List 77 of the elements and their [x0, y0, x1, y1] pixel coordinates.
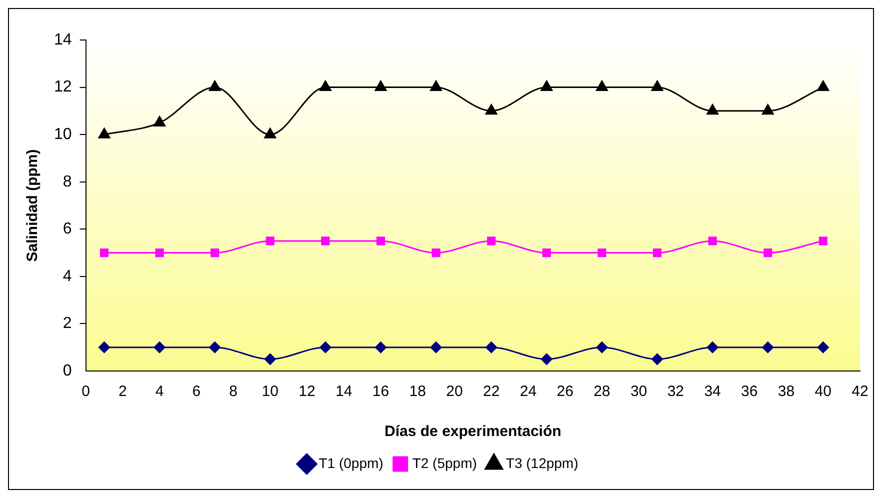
point [706, 342, 718, 354]
y-tick-label: 4 [62, 268, 72, 285]
point [486, 342, 498, 354]
point [155, 248, 164, 258]
point [319, 80, 332, 92]
point [376, 236, 386, 246]
point [764, 248, 772, 258]
y-tick-label: 6 [62, 220, 72, 238]
point [598, 248, 606, 258]
x-tick-label: 16 [372, 383, 390, 400]
legend-label: T2 (5ppm) [412, 454, 477, 471]
point [542, 248, 551, 258]
x-tick-label: 14 [336, 383, 352, 400]
x-tick-label: 40 [814, 383, 832, 400]
point [100, 248, 109, 258]
point [208, 80, 221, 92]
point [98, 342, 110, 354]
point [762, 104, 774, 115]
point [264, 128, 276, 138]
point [762, 342, 774, 354]
y-tick-label: 12 [54, 78, 72, 96]
x-tick-label: 12 [298, 383, 316, 400]
point [154, 342, 166, 354]
point [817, 342, 829, 354]
x-tick-label: 22 [482, 383, 500, 400]
point [652, 248, 662, 258]
y-axis-title: Salinidad (ppm) [24, 149, 42, 262]
y-tick-label: 10 [54, 126, 72, 143]
x-tick-label: 2 [118, 383, 127, 400]
x-tick-label: 4 [155, 383, 164, 400]
point [210, 248, 220, 258]
point [374, 342, 386, 354]
y-tick-label: 2 [62, 315, 72, 332]
x-tick-label: 38 [778, 383, 795, 400]
point [430, 80, 442, 92]
x-tick-label: 0 [82, 383, 90, 400]
legend-label: T3 (12ppm) [506, 454, 578, 471]
point [540, 353, 552, 365]
point [209, 342, 221, 354]
x-tick-label: 42 [852, 383, 868, 400]
y-tick-label: 0 [62, 362, 72, 380]
point [818, 236, 828, 246]
point [540, 80, 553, 92]
x-axis-title: Días de experimentación [384, 423, 562, 440]
point [154, 116, 166, 126]
x-tick-label: 6 [192, 383, 201, 400]
point [706, 104, 718, 115]
x-tick-label: 10 [262, 383, 278, 400]
point [708, 236, 717, 246]
x-tick-label: 34 [704, 383, 721, 400]
x-tick-label: 32 [667, 383, 684, 400]
point [651, 80, 664, 92]
point [430, 342, 442, 354]
point [264, 353, 276, 365]
point [98, 128, 110, 138]
legend-label: T1 (0ppm) [318, 454, 384, 471]
point [596, 80, 608, 92]
x-tick-label: 30 [630, 383, 648, 400]
point [321, 236, 330, 246]
point [651, 353, 663, 365]
x-tick-label: 28 [594, 383, 610, 400]
x-tick-label: 20 [446, 383, 463, 400]
point [485, 104, 498, 115]
y-tick-label: 14 [54, 31, 72, 48]
point [374, 80, 387, 92]
point [266, 236, 274, 246]
point [487, 236, 496, 246]
x-tick-label: 18 [409, 383, 426, 400]
point [596, 342, 608, 354]
x-tick-label: 36 [741, 383, 758, 400]
x-tick-label: 8 [229, 383, 238, 400]
point [432, 248, 440, 258]
x-tick-label: 24 [520, 383, 537, 400]
point [817, 80, 830, 92]
y-tick-label: 8 [62, 173, 72, 190]
x-tick-label: 26 [556, 383, 574, 400]
point [320, 342, 332, 354]
